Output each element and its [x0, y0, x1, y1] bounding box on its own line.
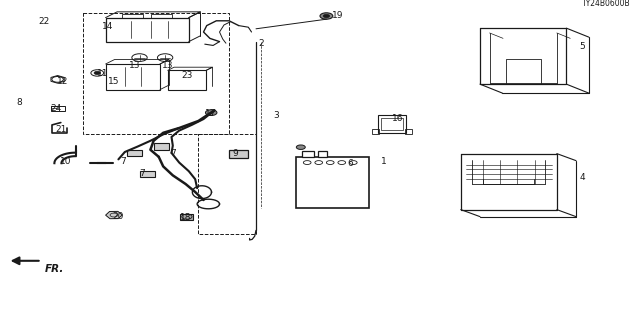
Text: 21: 21 [55, 125, 67, 134]
Text: 2: 2 [259, 39, 264, 48]
Bar [302, 151, 314, 157]
Text: 1: 1 [381, 157, 387, 166]
Text: 4: 4 [580, 173, 585, 182]
Text: 7: 7 [121, 157, 126, 166]
Text: 12: 12 [57, 77, 68, 86]
Text: 9: 9 [233, 149, 238, 158]
Bar [122, 14, 143, 18]
Bar [378, 115, 406, 133]
Bar [106, 18, 189, 42]
Text: 7: 7 [170, 149, 175, 158]
Circle shape [320, 13, 333, 19]
Text: FR.: FR. [45, 264, 64, 274]
Circle shape [94, 71, 100, 75]
Text: 11: 11 [97, 69, 108, 78]
Bar [51, 106, 58, 108]
Text: 7: 7 [140, 169, 145, 178]
Bar [127, 150, 142, 156]
Circle shape [205, 110, 217, 116]
Text: 16: 16 [392, 114, 404, 123]
Text: 13: 13 [162, 61, 173, 70]
Text: 5: 5 [580, 42, 585, 51]
Text: 15: 15 [108, 77, 120, 86]
Text: 8: 8 [17, 98, 22, 107]
Bar [372, 129, 379, 134]
Text: 18: 18 [180, 213, 191, 222]
Bar [405, 129, 412, 134]
Bar [381, 118, 403, 130]
Text: 17: 17 [205, 109, 217, 118]
Bar [106, 64, 160, 90]
Bar [180, 214, 193, 220]
Text: 23: 23 [181, 71, 193, 80]
Text: TY24B0600B: TY24B0600B [582, 0, 630, 8]
Bar [51, 106, 65, 111]
Bar [154, 143, 169, 150]
Bar [318, 151, 327, 157]
Bar [168, 70, 206, 90]
Bar [152, 14, 172, 18]
Circle shape [323, 14, 330, 18]
Text: 13: 13 [129, 61, 140, 70]
Bar [296, 157, 369, 208]
Text: 19: 19 [332, 11, 344, 20]
Bar [140, 171, 155, 177]
Text: 24: 24 [50, 104, 61, 113]
Text: 3: 3 [274, 111, 279, 120]
Circle shape [296, 145, 305, 149]
Text: 20: 20 [113, 212, 124, 221]
Text: 10: 10 [60, 157, 71, 166]
Bar [83, 13, 229, 134]
Text: 6: 6 [348, 159, 353, 168]
Text: 14: 14 [102, 22, 113, 31]
Bar [229, 150, 248, 158]
Text: 22: 22 [38, 17, 49, 26]
Bar [198, 134, 256, 234]
